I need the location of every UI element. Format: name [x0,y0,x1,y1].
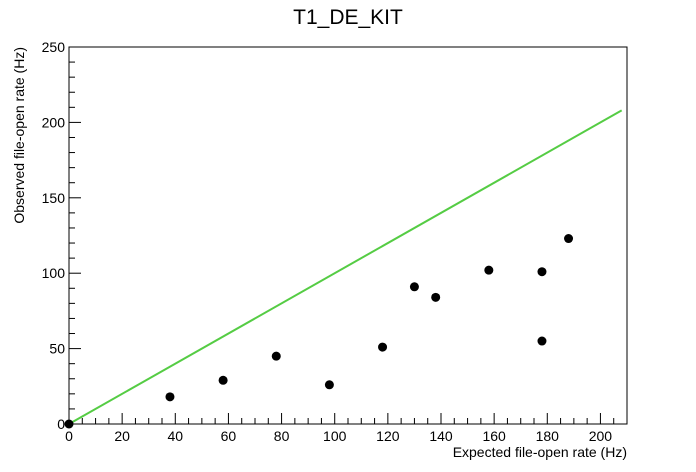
x-tick-label: 120 [376,428,400,444]
y-tick-label: 200 [42,114,66,130]
data-point [64,419,74,429]
x-tick-label: 140 [429,428,453,444]
y-tick-label: 150 [42,190,66,206]
data-point [537,267,547,277]
x-tick-label: 0 [65,428,73,444]
x-tick-label: 60 [221,428,237,444]
y-tick-label: 250 [42,39,66,55]
reference-line [68,109,623,425]
data-points [64,234,574,429]
y-axis-title: Observed file-open rate (Hz) [11,47,27,224]
x-tick-label: 180 [536,428,560,444]
y-tick-label: 0 [57,416,65,432]
y-tick-label: 100 [42,265,66,281]
data-point [564,234,574,244]
plot-frame [68,46,628,425]
x-axis-title: Expected file-open rate (Hz) [453,444,627,460]
x-axis: 0 20 40 60 80 100 120 140 160 180 200 [65,413,628,444]
y-tick-label: 50 [49,341,65,357]
x-tick-label: 80 [274,428,290,444]
data-point [484,265,494,275]
reference-line-group [68,109,623,425]
x-tick-label: 160 [482,428,506,444]
data-point [431,292,441,302]
chart-title: T1_DE_KIT [293,6,403,29]
y-axis: 0 50 100 150 200 250 [42,39,81,432]
x-tick-label: 20 [114,428,130,444]
data-point [324,380,334,390]
x-tick-label: 200 [589,428,613,444]
data-point [218,375,228,385]
data-point [165,392,175,402]
data-point [271,351,281,361]
data-point [537,336,547,346]
x-tick-label: 40 [167,428,183,444]
x-tick-label: 100 [323,428,347,444]
data-point [378,342,388,352]
data-point [409,282,419,292]
